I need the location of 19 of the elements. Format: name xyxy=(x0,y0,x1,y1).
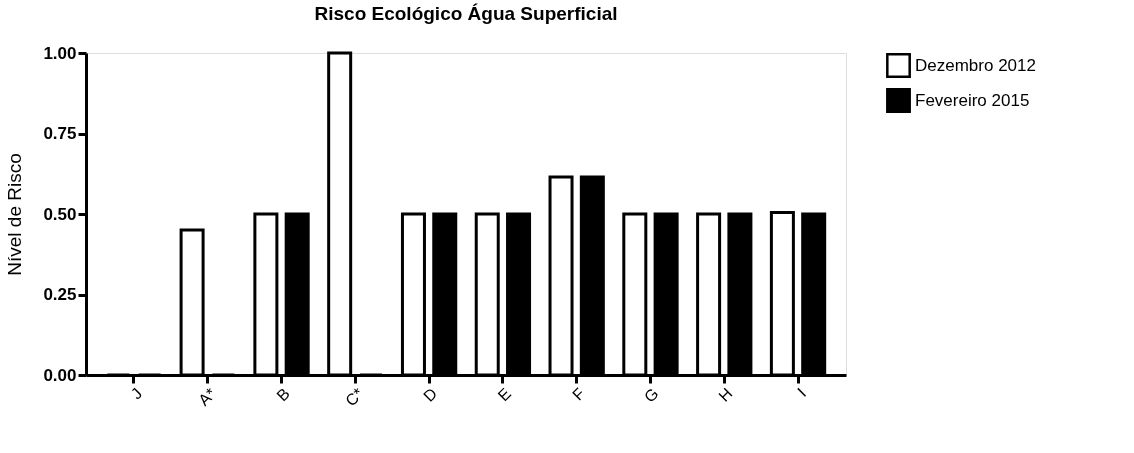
x-tick-label: J xyxy=(127,384,146,403)
x-tick-label: G xyxy=(640,384,662,406)
x-tick-label: I xyxy=(794,384,810,400)
x-tick-label: C* xyxy=(342,384,367,410)
x-tick-label: F xyxy=(569,384,589,404)
y-tick-label: 1.00 xyxy=(43,43,77,63)
y-tick-label: 0.50 xyxy=(43,204,77,224)
y-axis-title: Nível de Risco xyxy=(4,153,26,276)
y-tick-label: 0.75 xyxy=(43,124,77,143)
y-tick-label: 0.00 xyxy=(43,365,77,385)
x-tick-label: E xyxy=(494,384,515,405)
legend-label: Dezembro 2012 xyxy=(915,55,1036,75)
y-tick-label: 0.25 xyxy=(43,285,77,304)
x-tick-label: B xyxy=(273,384,293,405)
legend-label: Fevereiro 2015 xyxy=(915,90,1030,110)
x-tick-label: H xyxy=(715,384,736,405)
chart-title: Risco Ecológico Água Superficial xyxy=(314,3,618,24)
x-tick-label: D xyxy=(420,384,441,405)
x-tick-label: A* xyxy=(195,384,220,409)
